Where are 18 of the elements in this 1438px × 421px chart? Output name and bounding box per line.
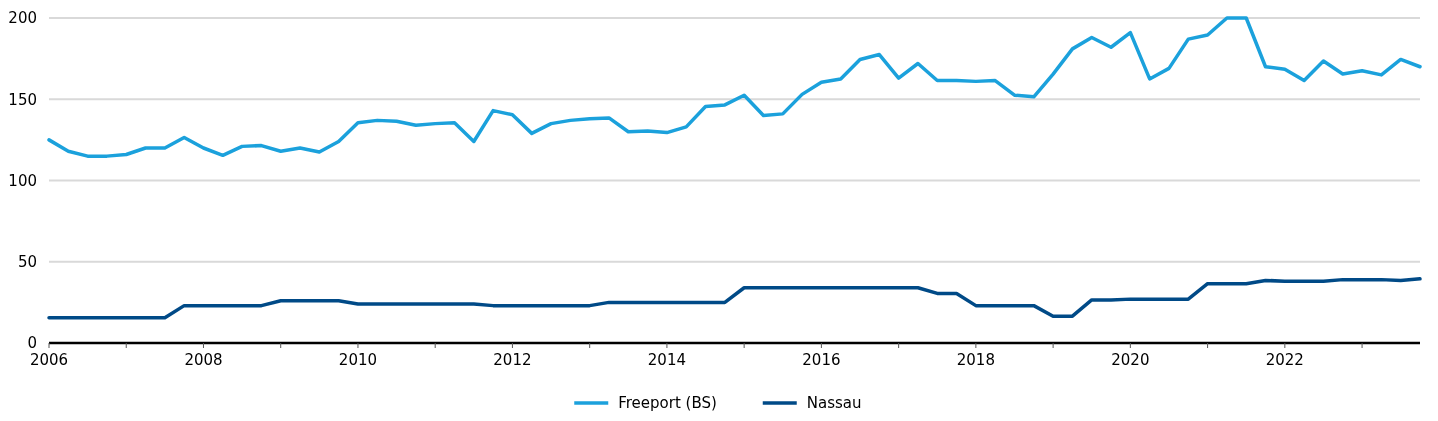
line-series [47, 277, 1422, 320]
x-tick-label: 2008 [184, 351, 223, 369]
x-tick-label: 2014 [647, 351, 687, 369]
legend-label: Nassau [806, 394, 862, 413]
x-tick-label: 2018 [956, 351, 995, 369]
line-series [47, 16, 1422, 158]
x-tick-label: 2006 [29, 351, 69, 369]
x-tick-label: 2020 [1111, 351, 1150, 369]
y-tick-label: 100 [8, 171, 37, 190]
x-tick-label: 2016 [802, 351, 841, 369]
x-tick-label: 2022 [1265, 351, 1304, 369]
y-tick-label: 150 [8, 90, 37, 109]
x-tick-label: 2010 [338, 351, 378, 369]
x-tick-label: 2012 [493, 351, 532, 369]
y-tick-label: 200 [8, 9, 37, 28]
y-tick-label: 50 [17, 253, 37, 271]
legend-label: Freeport (BS) [618, 394, 717, 413]
y-tick-label: 0 [27, 334, 37, 353]
